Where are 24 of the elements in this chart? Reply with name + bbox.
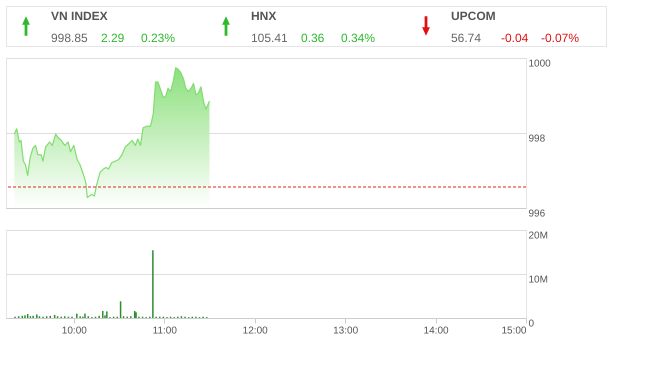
data-label: -0.04: [501, 31, 529, 45]
x-tick-label: 11:00: [152, 326, 178, 336]
data-label: 0.36: [301, 31, 325, 45]
x-tick-label: 14:00: [424, 326, 450, 336]
y-tick-label: 10M: [528, 274, 548, 286]
y-tick-label: 20M: [528, 230, 548, 242]
category-label: HNX: [251, 9, 276, 23]
data-label: 0.23%: [141, 31, 176, 45]
x-tick-label: 12:00: [242, 326, 268, 336]
y-tick-label: 0: [528, 318, 534, 330]
text: 105.41: [251, 31, 288, 45]
category-label: VN INDEX: [51, 9, 108, 23]
y-tick-label: 996: [528, 208, 546, 220]
text: 998.85: [51, 31, 88, 45]
x-tick-label: 10:00: [62, 326, 88, 336]
y-tick-label: 998: [528, 134, 546, 144]
data-label: -0.07%: [541, 31, 580, 45]
data-label: 2.29: [101, 31, 125, 45]
x-tick-label: 15:00: [501, 326, 527, 336]
data-label: 0.34%: [341, 31, 376, 45]
text: 56.74: [451, 31, 482, 45]
category-label: UPCOM: [451, 9, 496, 23]
y-tick-label: 1000: [528, 58, 552, 70]
x-tick-label: 13:00: [333, 326, 359, 336]
